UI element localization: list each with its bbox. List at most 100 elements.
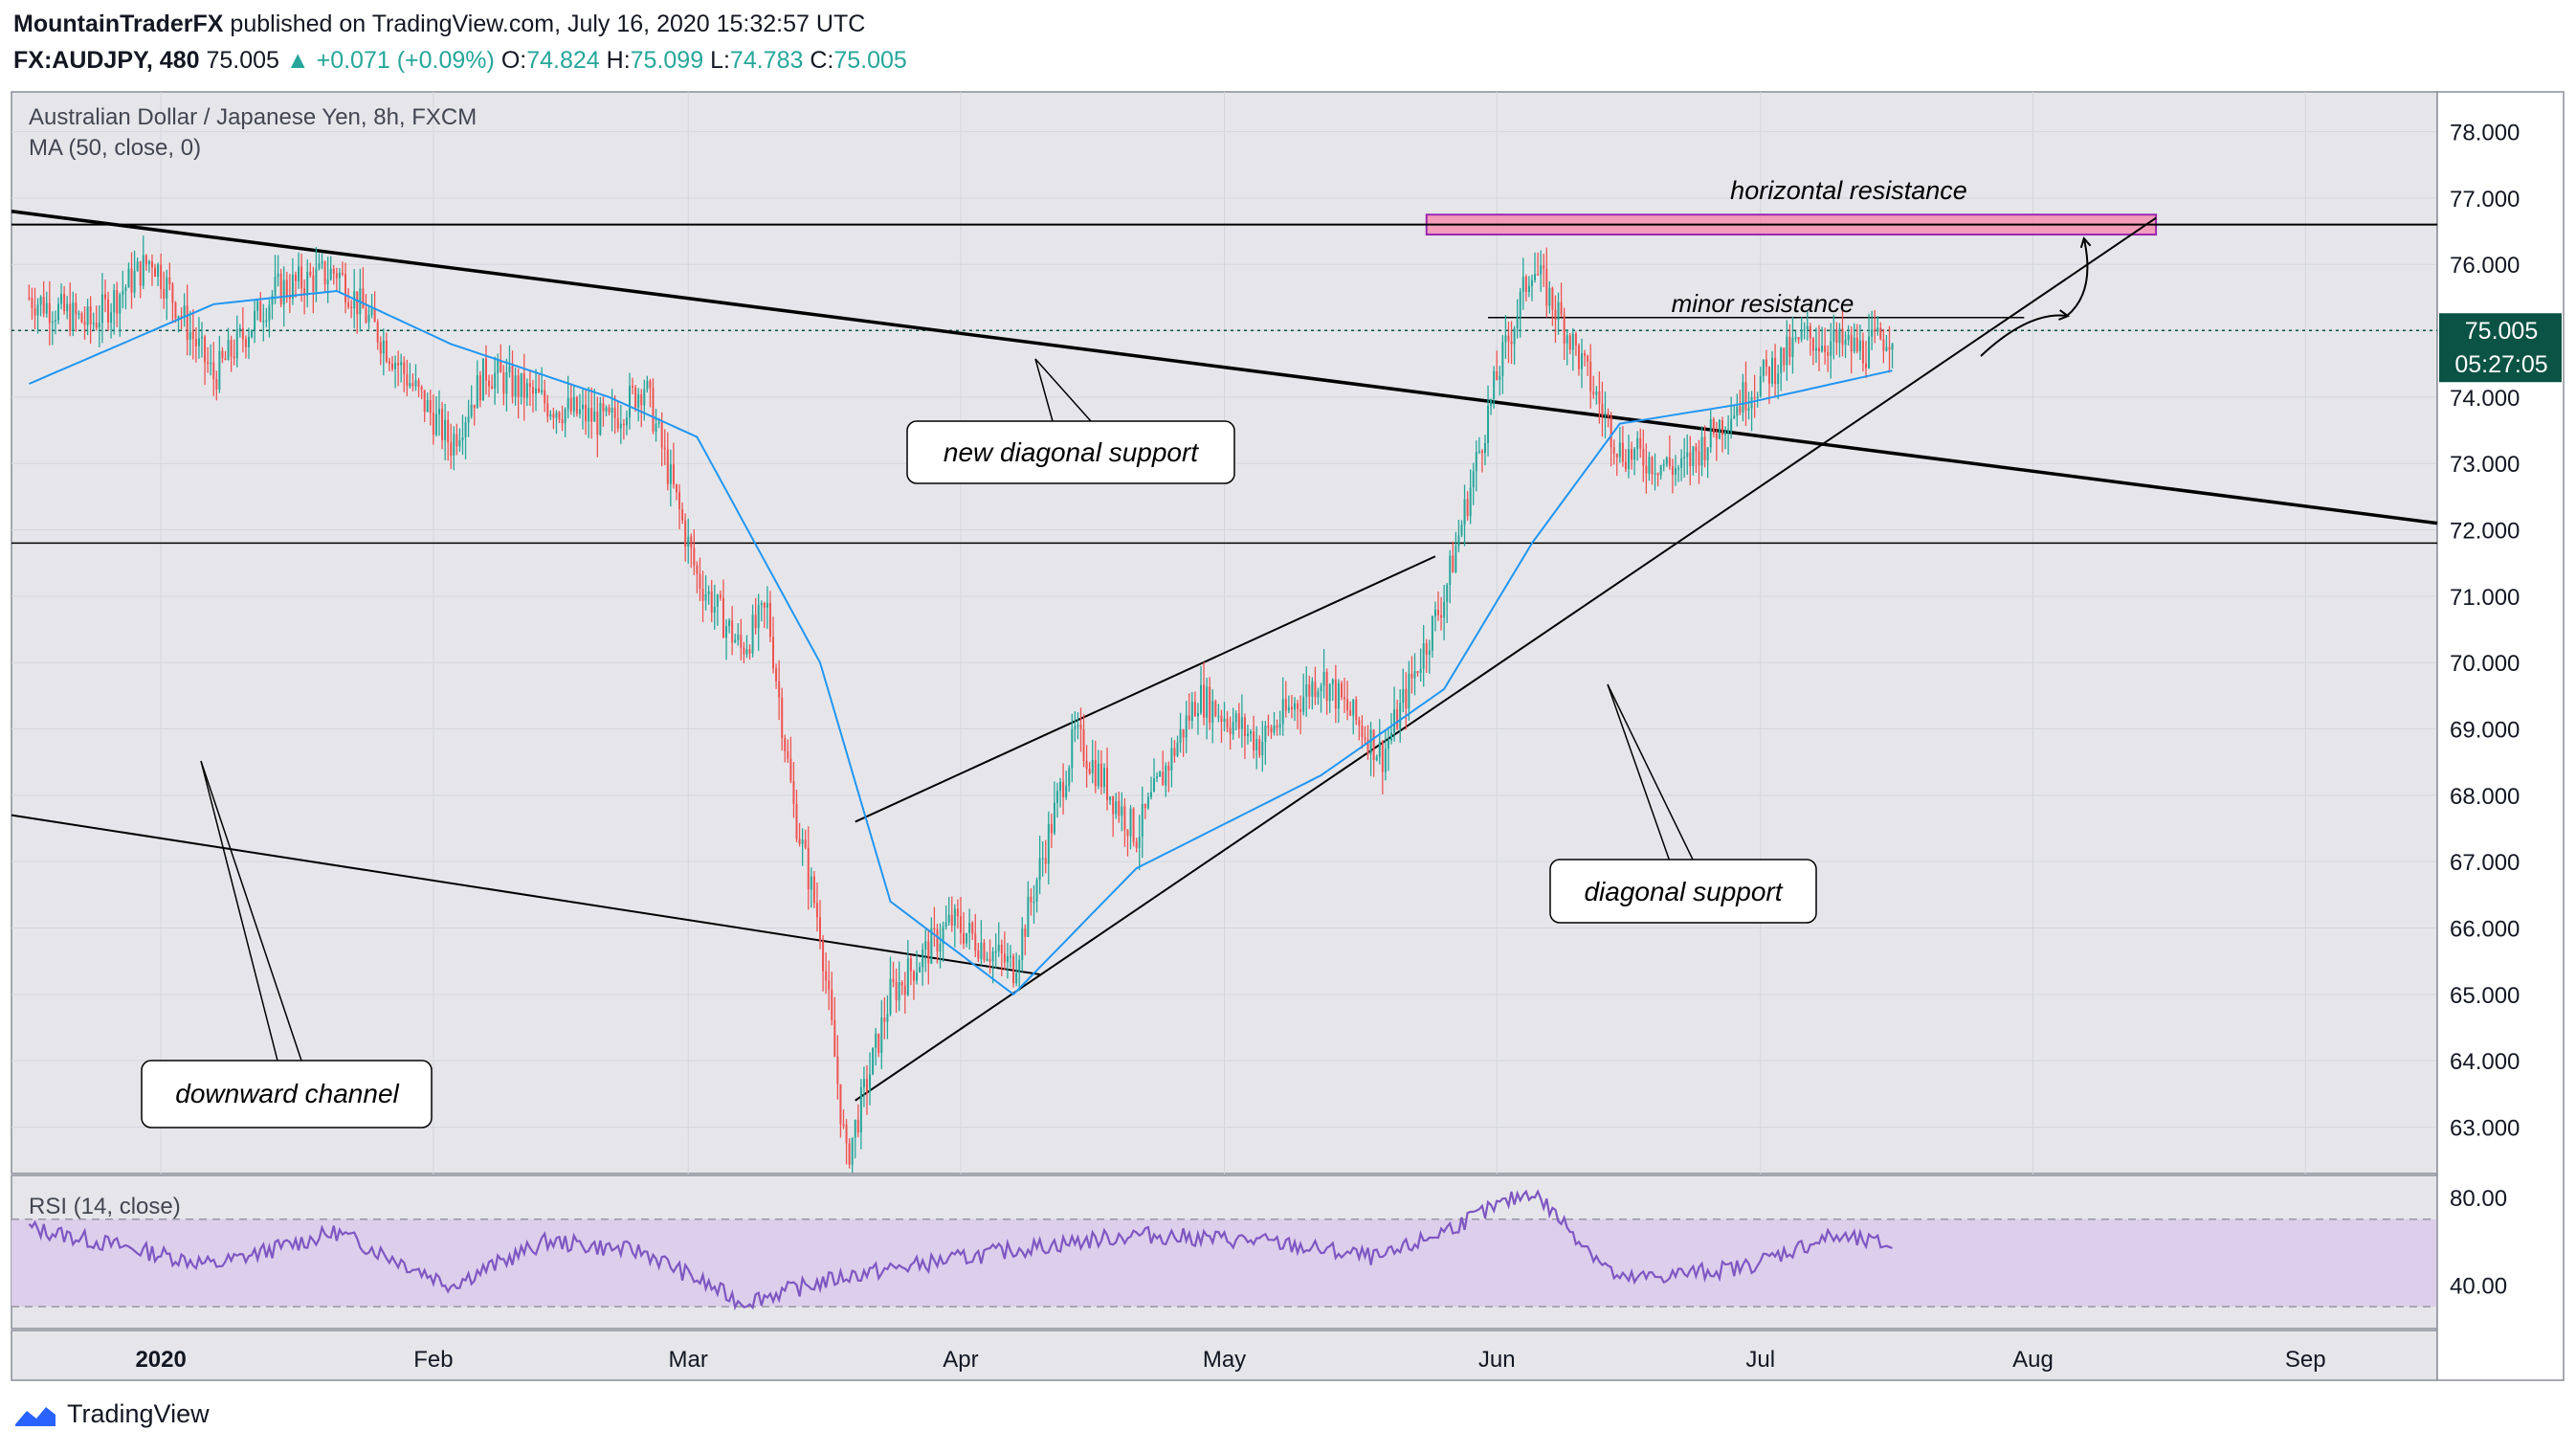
candle-body [787, 750, 789, 759]
candle-body [1115, 801, 1118, 815]
rsi-tick-40.00: 40.00 [2450, 1273, 2507, 1299]
candle-body [341, 273, 344, 275]
candle-body [1091, 759, 1094, 774]
candle-body [701, 589, 704, 601]
candle-body [1888, 346, 1891, 350]
candle-body [947, 914, 950, 923]
candle-body [221, 350, 224, 359]
price-axis[interactable] [2436, 91, 2565, 1381]
candle-body [590, 408, 593, 422]
candle-body [851, 1137, 854, 1165]
candle-body [385, 340, 388, 362]
callout-new-diagonal-support[interactable]: new diagonal support [906, 358, 1235, 484]
candle-body [224, 358, 227, 360]
candle-body [1358, 720, 1361, 726]
candle-body [183, 305, 186, 318]
trendline-0 [11, 210, 2438, 525]
candle-body [256, 301, 259, 311]
candle-body [406, 373, 409, 387]
candle-body [189, 331, 191, 341]
candle-body [514, 375, 517, 397]
candle-body [367, 315, 370, 323]
trendlines[interactable] [11, 210, 2438, 1102]
candle-body [1759, 376, 1762, 397]
candle-body [1477, 451, 1480, 453]
author-name[interactable]: MountainTraderFX [13, 11, 224, 37]
candle-body [417, 380, 420, 387]
candle-body [525, 383, 528, 398]
candle-body [411, 383, 414, 387]
candle-body [1141, 803, 1144, 837]
price-tick-69.000: 69.000 [2450, 718, 2520, 744]
candle-body [833, 1019, 836, 1057]
candle-body [488, 380, 491, 387]
candle-body [1624, 461, 1627, 470]
callout-downward-channel[interactable]: downward channel [141, 760, 433, 1129]
candle-body [716, 594, 719, 607]
candle-body [909, 958, 912, 972]
candle-body [531, 387, 534, 394]
last-price-badge: 75.005 05:27:05 [2439, 313, 2562, 383]
candle-body [737, 635, 740, 640]
candle-body [678, 492, 681, 510]
candle-body [836, 1056, 839, 1084]
rsi-tick-labels: 80.00 40.00 [2450, 1186, 2507, 1299]
tradingview-brand[interactable]: TradingView [13, 1399, 210, 1429]
candle-body [582, 404, 585, 410]
candle-body [89, 305, 92, 324]
candle-body [127, 268, 130, 288]
candle-body [1885, 346, 1888, 351]
close-label: C: [810, 47, 834, 74]
candle-body [1220, 715, 1223, 723]
ohlc-line: FX:AUDJPY, 480 75.005 ▲ +0.071 (+0.09%) … [13, 42, 907, 78]
candle-body [895, 981, 898, 1001]
candle-body [100, 294, 103, 324]
candle-body [72, 302, 75, 331]
candle-body [1337, 682, 1340, 709]
candle-body [528, 383, 531, 388]
candle-body [1610, 416, 1612, 448]
candle-body [453, 434, 455, 457]
callout-diagonal-support[interactable]: diagonal support [1549, 683, 1817, 924]
candle-body [1879, 327, 1882, 340]
time-tick-May: May [1203, 1347, 1246, 1373]
candle-body [505, 371, 508, 394]
candle-body [230, 340, 233, 357]
candle-body [625, 417, 628, 426]
candle-body [210, 362, 212, 365]
chart-header: MountainTraderFX published on TradingVie… [13, 6, 907, 78]
candle-body [265, 320, 268, 323]
candle-body [461, 436, 464, 440]
candle-body [1188, 715, 1190, 722]
candle-body [916, 972, 919, 981]
candle-body [39, 297, 42, 305]
candle-body [974, 933, 977, 951]
candle-body [1170, 748, 1173, 771]
candle-body [1179, 729, 1182, 743]
time-axis[interactable] [11, 1330, 2438, 1381]
candle-body [1853, 337, 1855, 352]
candle-body [291, 274, 294, 300]
candle-body [45, 302, 48, 314]
candle-body [1328, 683, 1331, 702]
candle-body [1302, 696, 1305, 712]
candle-body [103, 294, 106, 300]
candle-body [347, 302, 350, 307]
candle-body [1074, 726, 1077, 729]
candle-body [429, 399, 432, 414]
candle-body [872, 1047, 875, 1075]
candle-body [535, 388, 538, 394]
candle-body [1753, 396, 1756, 399]
candle-body [892, 978, 895, 982]
candle-body [1162, 771, 1165, 786]
candle-body [687, 536, 690, 548]
low-label: L: [710, 47, 730, 74]
candle-body [825, 971, 828, 981]
candle-body [1554, 309, 1557, 320]
candle-body [1167, 766, 1170, 771]
candle-body [778, 681, 781, 698]
candle-body [470, 404, 473, 417]
candle-body [338, 273, 341, 279]
candle-body [227, 340, 230, 360]
